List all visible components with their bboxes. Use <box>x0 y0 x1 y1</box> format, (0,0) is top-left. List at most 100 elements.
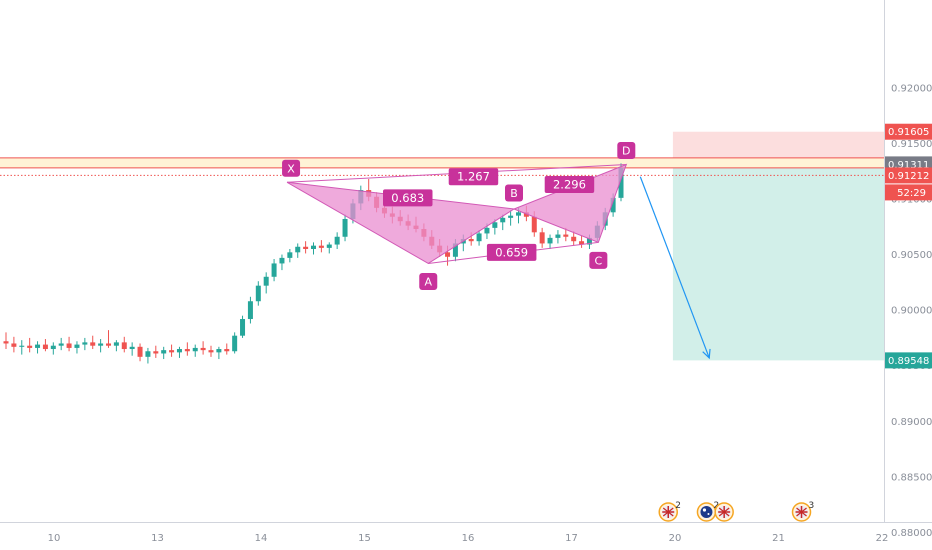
candle-body <box>66 343 72 348</box>
price-label: 0.89548 <box>888 356 929 367</box>
resistance-band[interactable] <box>0 157 884 168</box>
x-axis: 10 13 14 15 16 17 20 21 22 <box>48 533 889 544</box>
candle <box>255 281 261 306</box>
candle-body <box>169 350 175 353</box>
candle <box>90 335 96 350</box>
price-label-bg <box>885 184 932 201</box>
candle-body <box>98 343 104 346</box>
point-label-a[interactable] <box>419 272 438 290</box>
candle <box>145 347 151 364</box>
candle-body <box>145 351 151 357</box>
candle-body <box>240 319 246 336</box>
ratio-label-1[interactable] <box>448 168 499 186</box>
candle-body <box>50 345 56 350</box>
price-label: 52:29 <box>897 188 926 199</box>
candle-body <box>547 237 553 244</box>
candle <box>326 242 332 254</box>
candle <box>98 339 104 353</box>
price-label-bg <box>885 167 932 184</box>
candle-body <box>82 342 88 345</box>
price-label: 0.91311 <box>888 160 929 171</box>
candle-body <box>19 345 25 347</box>
candle-body <box>516 212 521 216</box>
candle-body <box>342 218 348 237</box>
candle-body <box>476 233 482 242</box>
candle <box>192 344 198 357</box>
flag-star <box>702 508 707 512</box>
candle-body <box>121 342 127 350</box>
candle-body <box>208 350 214 353</box>
take-profit-zone[interactable] <box>672 164 884 361</box>
y-tick-label: 0.89000 <box>891 417 932 428</box>
candle <box>303 241 309 254</box>
candle <box>66 336 72 352</box>
candle-body <box>295 246 301 253</box>
ratio-label-0[interactable] <box>383 189 433 207</box>
x-tick-label: 17 <box>565 533 578 544</box>
candle <box>200 341 206 355</box>
candle-body <box>11 343 17 347</box>
ratio-label-2[interactable] <box>486 243 537 261</box>
y-tick-label: 0.88000 <box>891 528 932 539</box>
candle-body <box>42 344 48 350</box>
candle-body <box>610 197 616 213</box>
candle-body <box>113 342 119 346</box>
candle <box>571 231 577 246</box>
point-text-d: D <box>622 145 630 158</box>
y-tick-label: 0.88500 <box>891 472 932 483</box>
candle-body <box>484 227 490 234</box>
candle <box>271 258 277 282</box>
point-label-x[interactable] <box>282 159 301 177</box>
candle-body <box>579 241 585 245</box>
projection-arrow[interactable] <box>639 176 711 360</box>
projection-arrow-line[interactable] <box>639 176 710 359</box>
candle <box>500 214 506 231</box>
x-tick-label: 10 <box>48 533 61 544</box>
candle <box>129 342 135 356</box>
candle-body <box>500 217 506 223</box>
candle <box>27 337 33 353</box>
y-tick-label: 0.90000 <box>891 306 932 317</box>
candle-body <box>216 349 222 353</box>
y-tick-label: 0.92000 <box>891 83 932 94</box>
harmonic-pattern[interactable]: 0.683 1.267 0.659 2.296 X A B C D <box>282 142 636 290</box>
candle-body <box>255 285 261 302</box>
badge-count: 3 <box>809 501 815 511</box>
point-label-d[interactable] <box>617 142 636 160</box>
candle-body <box>508 215 514 218</box>
candle <box>35 341 41 354</box>
candle-body <box>247 301 253 320</box>
candle <box>247 296 253 324</box>
candle-body <box>161 350 167 354</box>
x-tick-label: 22 <box>876 533 889 544</box>
candle-body <box>27 345 33 348</box>
point-label-c[interactable] <box>589 251 608 269</box>
x-tick-label: 21 <box>772 533 785 544</box>
event-badge[interactable]: 3 <box>791 501 815 522</box>
ratio-label-3[interactable] <box>544 176 595 194</box>
candle <box>334 232 340 249</box>
event-badges[interactable]: 2 2 3 <box>658 501 815 522</box>
price-label-bg <box>885 352 932 369</box>
candle <box>232 332 238 354</box>
candle <box>19 340 25 355</box>
candle-body <box>176 349 182 353</box>
candle <box>295 243 301 258</box>
candle-body <box>287 252 293 258</box>
candle <box>216 346 222 360</box>
candle <box>184 342 190 356</box>
candle-body <box>184 349 190 352</box>
event-badge[interactable] <box>714 502 734 522</box>
candle <box>106 330 111 348</box>
badge-count: 2 <box>713 501 719 511</box>
candle-body <box>137 346 143 357</box>
point-label-b[interactable] <box>504 184 523 202</box>
event-badge[interactable]: 2 <box>658 501 681 522</box>
candle <box>121 336 127 353</box>
candle-body <box>232 335 238 352</box>
candle <box>287 248 293 263</box>
candle-body <box>531 216 537 233</box>
flag-star <box>707 513 710 515</box>
candle <box>563 227 569 242</box>
